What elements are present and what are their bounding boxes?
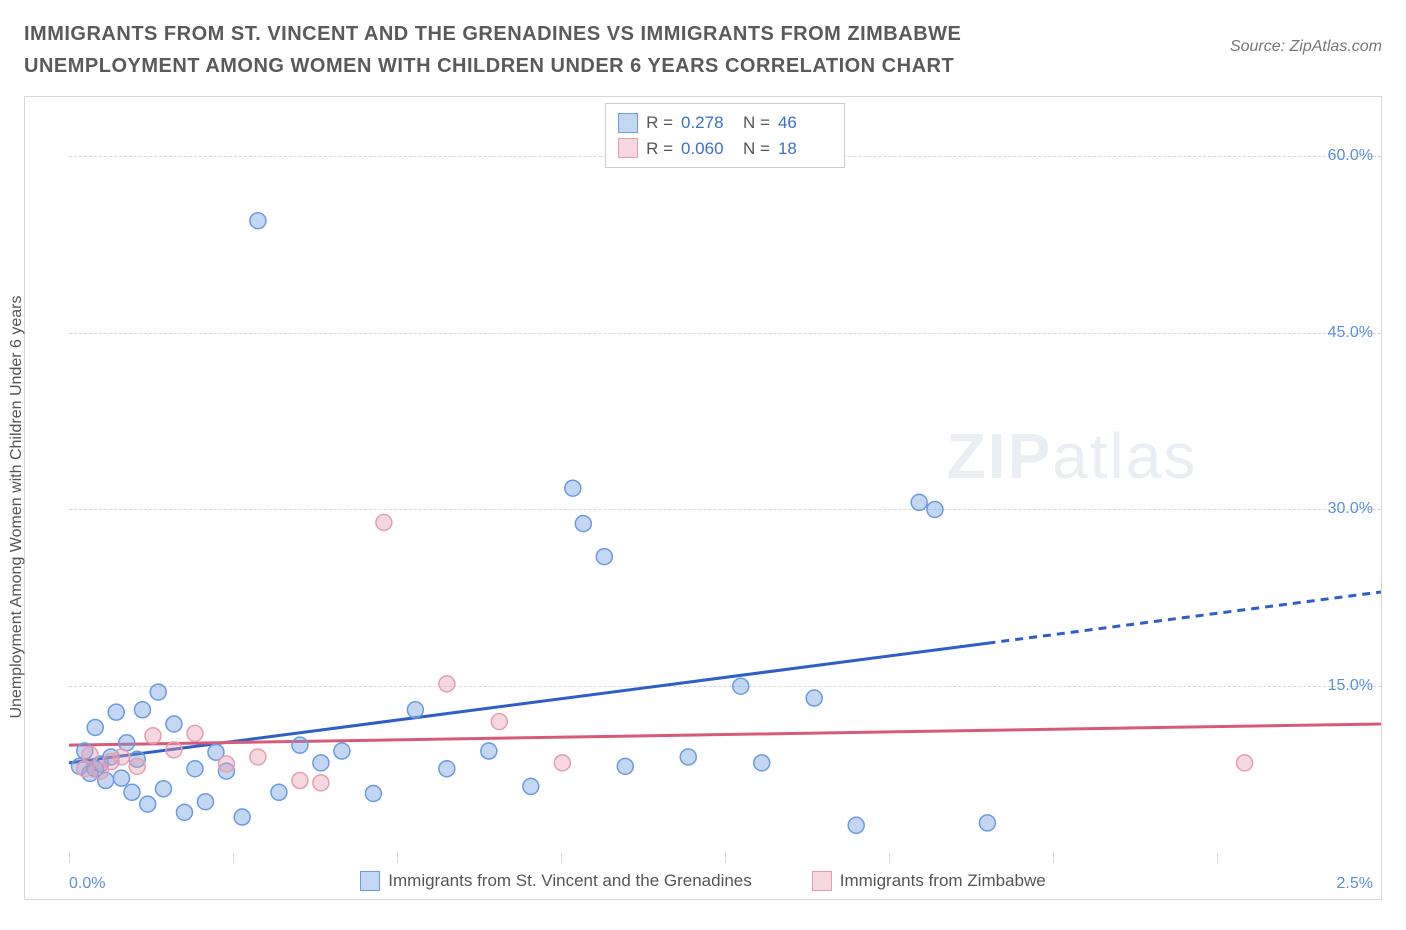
legend-label-b: Immigrants from Zimbabwe: [840, 871, 1046, 891]
r-value-a: 0.278: [681, 110, 735, 136]
n-label: N =: [743, 136, 770, 162]
bottom-legend: Immigrants from St. Vincent and the Gren…: [25, 871, 1381, 891]
n-label: N =: [743, 110, 770, 136]
n-value-a: 46: [778, 110, 832, 136]
swatch-series-b: [618, 138, 638, 158]
stats-legend: R = 0.278 N = 46 R = 0.060 N = 18: [605, 103, 845, 168]
legend-item-series-a: Immigrants from St. Vincent and the Gren…: [360, 871, 751, 891]
y-axis-label: Unemployment Among Women with Children U…: [8, 295, 26, 718]
legend-label-a: Immigrants from St. Vincent and the Gren…: [388, 871, 751, 891]
chart-title: IMMIGRANTS FROM ST. VINCENT AND THE GREN…: [24, 18, 1124, 82]
chart-source: Source: ZipAtlas.com: [1230, 18, 1382, 56]
n-value-b: 18: [778, 136, 832, 162]
r-label: R =: [646, 136, 673, 162]
swatch-series-a: [618, 113, 638, 133]
plot-area: ZIPatlas R = 0.278 N = 46 R = 0.060 N = …: [69, 97, 1381, 863]
legend-item-series-b: Immigrants from Zimbabwe: [812, 871, 1046, 891]
x-tick-mark: [1381, 853, 1382, 863]
stats-row-series-b: R = 0.060 N = 18: [618, 136, 832, 162]
stats-row-series-a: R = 0.278 N = 46: [618, 110, 832, 136]
plot-svg: [69, 97, 1381, 863]
chart-container: Unemployment Among Women with Children U…: [24, 96, 1382, 900]
legend-swatch-b: [812, 871, 832, 891]
legend-swatch-a: [360, 871, 380, 891]
r-value-b: 0.060: [681, 136, 735, 162]
chart-header: IMMIGRANTS FROM ST. VINCENT AND THE GREN…: [0, 0, 1406, 86]
r-label: R =: [646, 110, 673, 136]
